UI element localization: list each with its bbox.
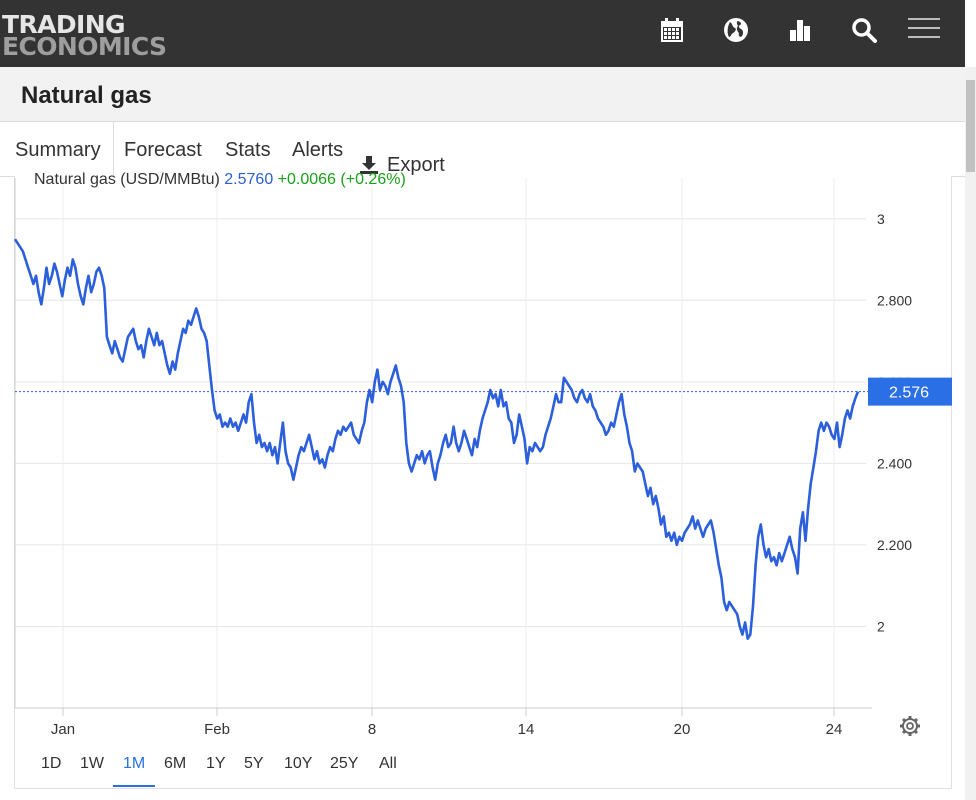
page-title: Natural gas <box>21 82 152 109</box>
logo-line-1: TRADING <box>2 10 126 39</box>
export-label: Export <box>387 153 445 176</box>
tab-alerts[interactable]: Alerts <box>292 139 344 161</box>
timeframe-1m[interactable]: 1M <box>123 755 146 772</box>
series-change: +0.0066 (+0.26%) <box>277 171 406 188</box>
timeframe-1w[interactable]: 1W <box>80 755 104 772</box>
chart-settings-gear-icon[interactable] <box>899 715 921 737</box>
page-scrollbar[interactable] <box>965 67 976 800</box>
trading-economics-logo[interactable]: TRADING ECONOMICS <box>2 10 172 61</box>
tab-forecast[interactable]: Forecast <box>124 139 202 161</box>
timeframe-5y[interactable]: 5Y <box>244 755 264 772</box>
search-icon[interactable] <box>848 14 880 46</box>
tab-bar: Summary Forecast Stats Alerts Export <box>0 121 965 177</box>
hamburger-menu-icon[interactable] <box>908 18 940 38</box>
timeframe-1y[interactable]: 1Y <box>206 755 226 772</box>
bar-chart-icon[interactable] <box>784 14 816 46</box>
chart-header: Natural gas (USD/MMBtu) 2.5760 +0.0066 (… <box>34 171 406 189</box>
timeframe-25y[interactable]: 25Y <box>330 755 359 772</box>
page-title-bar: Natural gas <box>0 67 965 121</box>
calendar-icon[interactable] <box>656 14 688 46</box>
top-navigation-bar: TRADING ECONOMICS <box>0 0 965 67</box>
series-name: Natural gas (USD/MMBtu) <box>34 171 220 188</box>
tab-stats[interactable]: Stats <box>225 139 271 161</box>
chart-container <box>14 176 952 789</box>
series-value: 2.5760 <box>224 171 274 188</box>
download-icon <box>360 156 378 174</box>
globe-icon[interactable] <box>720 14 752 46</box>
timeframe-10y[interactable]: 10Y <box>284 755 313 772</box>
tab-summary[interactable]: Summary <box>15 122 114 176</box>
active-timeframe-underline <box>113 785 155 787</box>
logo-line-2: ECONOMICS <box>2 32 167 61</box>
timeframe-1d[interactable]: 1D <box>41 755 62 772</box>
page-scrollbar-thumb[interactable] <box>966 80 975 172</box>
tab-export[interactable]: Export <box>359 138 445 192</box>
timeframe-6m[interactable]: 6M <box>164 755 187 772</box>
timeframe-all[interactable]: All <box>379 755 397 772</box>
